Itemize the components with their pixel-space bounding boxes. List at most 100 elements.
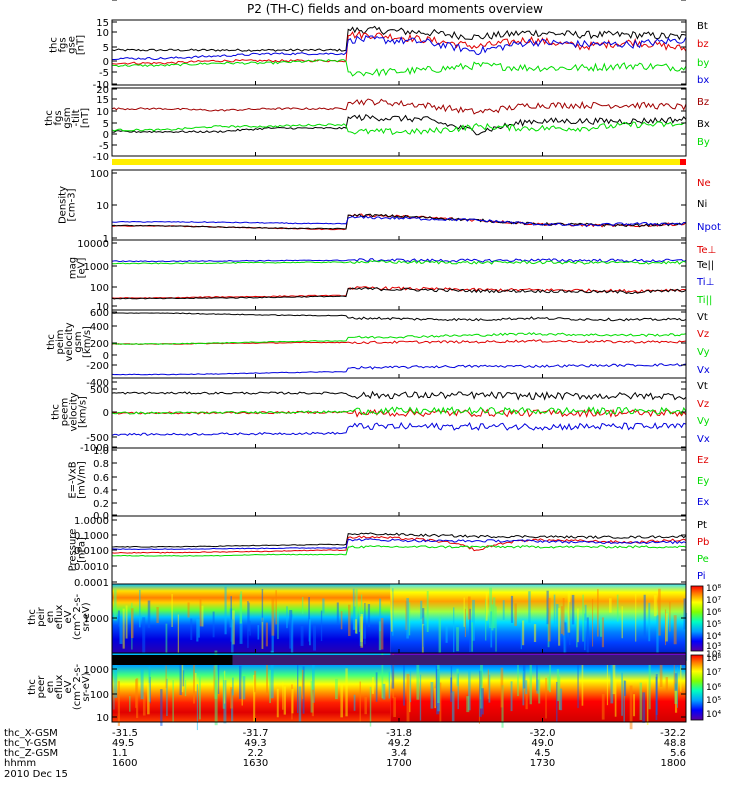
spectrogram-texture [241,682,243,706]
series-line-Vt [111,312,687,322]
spectrogram-texture [457,673,459,710]
ytick-label: -10 [93,152,109,163]
spectrogram-texture [291,688,294,714]
spectrogram-texture [643,594,646,637]
ytick-label: 600 [90,308,109,319]
spectrogram-texture [664,609,667,646]
ytick-label: 0.0 [93,511,109,522]
ytick-label: 1000 [84,614,109,625]
spectrogram-texture [360,613,364,648]
spectrogram-texture [522,620,525,646]
spectrogram-texture [254,670,257,693]
spectrogram-texture [529,657,532,705]
spectrogram-texture [430,682,434,709]
spectrogram-texture [364,697,367,715]
spectrogram-texture [265,622,268,647]
xaxis-value: 49.2 [388,738,410,749]
spectrogram-texture [567,590,571,633]
ytick-label: 0.0010 [74,562,109,573]
ylabel-line: en [45,611,56,624]
series-line-Pi [111,538,687,551]
xaxis-value: 3.4 [391,748,407,759]
legend-entry: Vy [697,347,710,358]
spectrogram-texture [492,597,496,629]
xaxis-value: 48.8 [664,738,686,749]
spectrogram-texture [217,663,220,694]
series-line-Pb [111,535,687,554]
spectrogram-texture [165,623,168,654]
spectrogram-texture [239,594,242,624]
colorbar-tick-label: 10⁵ [706,620,721,630]
spectrogram-texture [313,625,316,651]
spectrogram-texture [231,619,234,654]
series-line-Vy [111,332,687,345]
spectrogram-texture [213,665,216,696]
spectrogram-texture [289,610,293,649]
spectrogram-texture [456,668,459,687]
spectrogram-texture [673,657,675,692]
series-line-Te⊥ [111,286,687,299]
spectrogram-texture [253,675,256,722]
spectrogram-texture [639,682,643,720]
colorbar [690,654,704,721]
spectrogram-texture [665,613,668,642]
ytick-label: -10 [93,80,109,91]
spectrogram-texture [378,621,382,651]
ylabel-line: velocity [64,322,75,361]
spectrogram-texture [533,624,537,642]
xaxis-row-label: thc_Y-GSM [4,738,56,749]
spectrogram-texture [673,615,677,645]
series-line-Vt [111,390,687,401]
ylabel-line: eflux [54,675,65,700]
spectrogram-texture [536,679,540,694]
spectrogram-texture [683,598,686,630]
spectrogram-texture [624,680,627,696]
spectrogram-texture [463,597,465,627]
spectrogram-texture [177,614,180,660]
spectrogram-texture [239,665,242,699]
spectrogram-texture [113,589,117,621]
spectrogram-texture [171,594,173,627]
legend-entry: Ez [697,455,709,466]
spectrogram-texture [659,663,663,688]
legend-entry: Pi [697,571,706,582]
ytick-label: 1000 [84,262,109,273]
spectrogram-texture [510,681,513,712]
spectrogram-texture [409,671,412,703]
spectrogram-texture [525,680,528,695]
spectrogram-texture [230,687,233,709]
spectrogram-texture [311,689,315,717]
panel-frame [111,447,687,517]
xaxis-value: 1700 [386,758,411,769]
spectrogram-texture [320,610,323,642]
spectrogram-texture [364,602,366,645]
series-line-Bx [111,113,687,136]
spectrogram-texture [298,686,302,722]
spectrogram-texture [599,618,603,637]
spectrogram-texture [379,598,382,632]
legend-entry: Ti|| [696,295,712,306]
spectrogram-texture [546,590,549,625]
ytick-label: 1.0000 [74,516,109,527]
spectrogram-texture [247,601,249,648]
ytick-label: 0.0100 [74,546,109,557]
ytick-label: 10 [96,201,109,212]
ylabel-line: (cm^2-s- [72,663,83,710]
ylabel-line: (cm^2-s- [72,593,83,640]
colorbar-tick-label: 10⁸ [706,654,721,664]
spectrogram-texture [147,600,151,628]
spectrogram-texture [646,680,649,725]
spectrogram-texture [577,608,579,643]
legend-entry: Vy [697,416,710,427]
panel-frame [111,239,687,311]
spectrogram-texture [609,598,612,613]
ylabel-line: -tilt [71,109,82,126]
xaxis-date: 2010 Dec 15 [4,769,68,780]
legend-entry: bx [697,75,709,86]
spectrogram-texture [358,606,361,632]
spectrogram-texture [270,650,274,699]
x-axis-annotation: thc_X-GSM -31.5 -31.7 -31.8 -32.0 -32.2 thc_Y-… [4,728,686,780]
